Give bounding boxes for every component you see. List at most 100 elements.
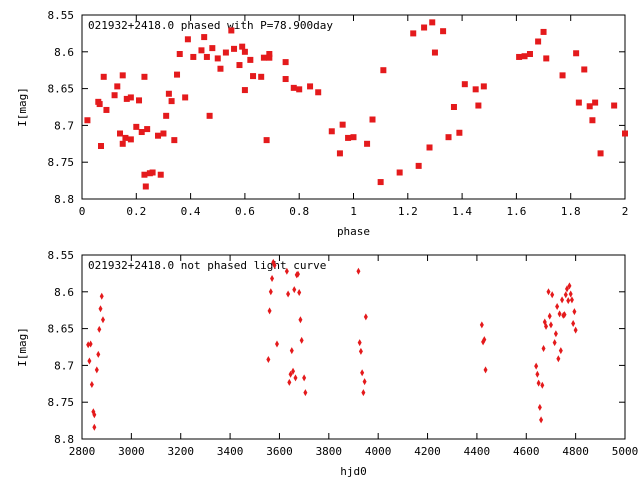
phased-y-tick-label: 8.65: [48, 83, 75, 96]
phased-data-point: [266, 51, 273, 58]
phased-data-point: [461, 81, 468, 88]
phased-data-point: [431, 49, 438, 56]
unphased-data-point: [292, 286, 297, 294]
phased-data-point: [364, 140, 371, 147]
unphased-data-point: [299, 336, 304, 344]
phased-data-point: [429, 19, 436, 26]
unphased-data-point: [97, 325, 102, 333]
phased-data-point: [149, 169, 156, 176]
unphased-x-tick-label: 5000: [612, 445, 639, 458]
phased-y-axis-label: I[mag]: [16, 87, 29, 127]
phased-data-point: [559, 72, 566, 79]
unphased-data-point: [89, 381, 94, 389]
unphased-data-point: [564, 285, 569, 293]
unphased-x-tick-label: 4200: [414, 445, 441, 458]
phased-data-point: [543, 55, 550, 62]
phased-data-point: [282, 76, 289, 83]
unphased-data-point: [566, 297, 571, 305]
phased-data-point: [96, 101, 103, 108]
phased-data-point: [480, 83, 487, 90]
phased-data-point: [589, 117, 596, 124]
phased-plot-frame: [81, 14, 626, 200]
phased-data-point: [263, 137, 270, 144]
phased-data-point: [206, 112, 213, 119]
unphased-y-tick-label: 8.55: [48, 249, 75, 262]
unphased-data-point: [541, 344, 546, 352]
phased-plot-title: 021932+2418.0 phased with P=78.900day: [88, 19, 333, 32]
unphased-data-point: [272, 261, 277, 269]
phased-data-point: [336, 150, 343, 157]
phased-data-point: [339, 121, 346, 128]
phased-x-tick-label: 1.4: [452, 205, 472, 218]
unphased-data-point: [547, 312, 552, 320]
unphased-data-point: [557, 310, 562, 318]
phased-data-point: [122, 134, 129, 141]
unphased-light-curve-plot: 2800 3000 3200 3400 3600 3800 4000 4200 4400 4600…: [16, 249, 638, 478]
phased-data-point: [260, 54, 267, 61]
phased-x-tick-label: 1: [350, 205, 357, 218]
phased-x-tick-label: 2: [622, 205, 629, 218]
unphased-x-tick-label: 4000: [365, 445, 392, 458]
unphased-data-point: [540, 381, 545, 389]
phased-data-point: [575, 99, 582, 106]
unphased-x-axis-label: hjd0: [340, 465, 367, 478]
phased-data-point: [540, 28, 547, 35]
phased-data-point: [201, 34, 208, 41]
unphased-x-tick-label: 3200: [167, 445, 194, 458]
phased-data-point: [209, 45, 216, 52]
phased-x-tick-label: 0.4: [181, 205, 201, 218]
unphased-data-point: [553, 330, 558, 338]
phased-data-point: [440, 28, 447, 35]
unphased-data-point: [99, 292, 104, 300]
phased-y-tick-label: 8.7: [54, 119, 74, 132]
phased-data-point: [456, 129, 463, 136]
unphased-data-point: [267, 307, 272, 315]
phased-data-point: [239, 43, 246, 50]
phased-data-point: [203, 53, 210, 60]
phased-x-tick-label: 1.2: [398, 205, 418, 218]
phased-data-point: [345, 134, 352, 141]
unphased-data-point: [86, 341, 91, 349]
phased-data-point: [586, 103, 593, 110]
phased-data-point: [231, 45, 238, 52]
unphased-data-point: [362, 378, 367, 386]
unphased-data-point: [295, 270, 300, 278]
phased-data-point: [138, 129, 145, 136]
phased-data-point: [258, 73, 265, 80]
unphased-data-point: [268, 288, 273, 296]
phased-data-point: [597, 150, 604, 157]
unphased-data-point: [270, 275, 275, 283]
phased-data-point: [573, 50, 580, 57]
unphased-data-point: [535, 370, 540, 378]
phased-data-point: [174, 71, 181, 78]
unphased-data-point: [567, 282, 572, 290]
unphased-data-point: [558, 347, 563, 355]
unphased-data-point: [572, 308, 577, 316]
unphased-data-point: [573, 326, 578, 334]
unphased-data-point: [92, 411, 97, 419]
phased-data-point: [421, 24, 428, 31]
phased-data-point: [315, 89, 322, 96]
unphased-data-point: [563, 291, 568, 299]
phased-data-point: [475, 102, 482, 109]
phased-data-point: [100, 73, 107, 80]
phased-data-point: [98, 143, 105, 150]
phased-data-point: [84, 117, 91, 124]
phased-data-point: [165, 90, 172, 97]
phased-light-curve-plot: 0 0.2 0.4 0.6 0.8 1 1.2 1.4 1.6 1.8 2 8.55 8.6 8.65 8.…: [16, 9, 628, 238]
unphased-data-point: [550, 291, 555, 299]
phased-data-point: [622, 130, 628, 137]
phased-data-point: [142, 183, 149, 190]
phased-data-point: [190, 53, 197, 60]
phased-data-point: [581, 66, 588, 73]
unphased-data-point: [88, 340, 93, 348]
unphased-data-point: [358, 347, 363, 355]
phased-data-point: [611, 102, 618, 109]
phased-data-point: [136, 97, 143, 104]
phased-data-point: [445, 134, 452, 141]
unphased-y-tick-label: 8.65: [48, 323, 75, 336]
unphased-x-tick-label: 3800: [316, 445, 343, 458]
unphased-data-point: [560, 296, 565, 304]
phased-data-point: [114, 83, 121, 90]
unphased-plot-title: 021932+2418.0 not phased light curve: [88, 259, 326, 272]
